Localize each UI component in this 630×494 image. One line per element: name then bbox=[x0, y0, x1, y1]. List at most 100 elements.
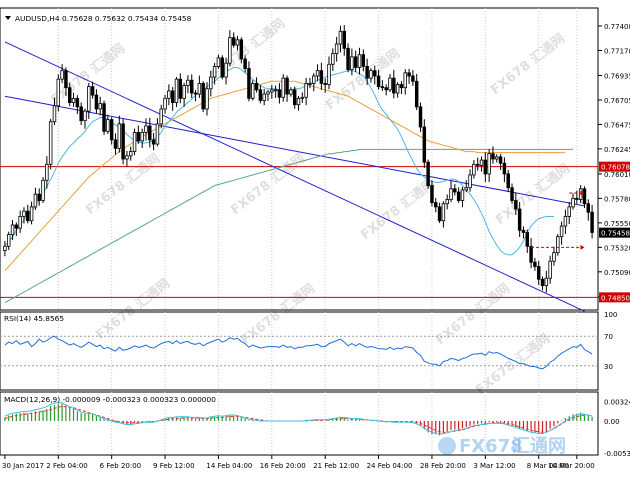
candle-body bbox=[430, 185, 434, 204]
downtrend-channel bbox=[4, 41, 585, 312]
candle-body bbox=[441, 203, 446, 222]
candle-body bbox=[346, 47, 350, 71]
candle-body bbox=[132, 131, 137, 152]
candle-body bbox=[29, 206, 34, 222]
collapse-triangle-icon[interactable] bbox=[5, 16, 11, 20]
candle-body bbox=[26, 210, 30, 222]
candle-body bbox=[353, 56, 358, 68]
candle-body bbox=[369, 70, 373, 79]
rsi-tick-label: 70 bbox=[604, 333, 613, 341]
candle-body bbox=[373, 70, 377, 77]
candle-body bbox=[270, 89, 274, 93]
candle-body bbox=[395, 84, 400, 94]
candle-body bbox=[201, 83, 205, 110]
candle-body bbox=[312, 75, 316, 84]
time-tick-label: 3 Mar 12:00 bbox=[473, 462, 515, 470]
candle-body bbox=[235, 39, 240, 46]
price-tick-label: 0.76935 bbox=[604, 72, 630, 80]
candle-body bbox=[308, 83, 312, 85]
candle-body bbox=[228, 37, 232, 64]
candle-body bbox=[453, 188, 457, 193]
level-price-tag-bg bbox=[599, 161, 630, 172]
candle-body bbox=[510, 187, 514, 201]
candle-body bbox=[33, 193, 38, 208]
candle-body bbox=[586, 203, 591, 213]
candle-body bbox=[87, 86, 91, 112]
arrow-head-icon bbox=[580, 244, 585, 250]
candle-body bbox=[136, 131, 141, 142]
candle-body bbox=[556, 236, 560, 254]
time-tick-label: 6 Feb 20:00 bbox=[100, 462, 141, 470]
rsi-tick-label: 30 bbox=[604, 363, 613, 371]
candle-body bbox=[56, 78, 61, 107]
rsi-title: RSI(14) 45.8565 bbox=[4, 314, 64, 323]
candle-body bbox=[517, 208, 522, 231]
channel-line-lower bbox=[4, 41, 585, 312]
candle-body bbox=[163, 97, 167, 110]
ma-mid-line bbox=[4, 80, 566, 272]
candle-body bbox=[331, 53, 335, 65]
candle-body bbox=[437, 206, 442, 222]
candle-body bbox=[64, 70, 68, 89]
candle-body bbox=[407, 72, 411, 77]
candle-body bbox=[289, 89, 293, 95]
candle-body bbox=[487, 153, 491, 175]
macd-axis: 0.00324 0.00 -0.00535 bbox=[604, 399, 630, 458]
symbol-label: AUDUSD,H4 bbox=[15, 14, 60, 23]
candles bbox=[3, 25, 594, 293]
candle-body bbox=[231, 37, 236, 46]
candle-body bbox=[460, 189, 465, 201]
candle-body bbox=[52, 105, 57, 123]
arrow-annotations bbox=[531, 190, 585, 250]
time-tick-label: 30 Jan 2017 bbox=[2, 462, 44, 470]
logo-brand: FX678 bbox=[459, 436, 523, 457]
candle-body bbox=[506, 173, 510, 189]
ohlc-text: 0.75628 0.75632 0.75434 0.75458 bbox=[62, 14, 192, 23]
candle-body bbox=[75, 97, 80, 108]
macd-main-line bbox=[4, 401, 593, 435]
channel-line-upper bbox=[4, 95, 585, 207]
candle-body bbox=[445, 199, 449, 205]
candle-body bbox=[18, 216, 22, 229]
candle-body bbox=[167, 90, 171, 99]
candle-body bbox=[472, 163, 476, 176]
candle-body bbox=[94, 94, 99, 110]
candle-body bbox=[224, 62, 228, 78]
candle-body bbox=[243, 58, 247, 69]
candle-body bbox=[155, 123, 160, 145]
level-price-tag-bg bbox=[599, 292, 630, 303]
rsi-line bbox=[4, 335, 593, 370]
rsi-tick-label: 100 bbox=[604, 311, 617, 319]
time-axis: 30 Jan 2017 2 Feb 04:00 6 Feb 20:00 9 Feb 1… bbox=[2, 455, 595, 470]
candle-body bbox=[456, 191, 461, 201]
candle-body bbox=[380, 86, 385, 89]
candle-body bbox=[567, 206, 571, 217]
candle-body bbox=[468, 174, 472, 189]
candle-body bbox=[342, 30, 346, 49]
candle-body bbox=[3, 245, 7, 251]
macd-signal-line bbox=[4, 406, 593, 433]
candle-body bbox=[67, 87, 72, 103]
current-price-tag-bg bbox=[599, 227, 630, 238]
candle-body bbox=[277, 89, 282, 98]
candle-body bbox=[300, 96, 305, 99]
candle-body bbox=[106, 119, 110, 132]
candle-body bbox=[254, 83, 259, 91]
candle-body bbox=[174, 78, 179, 103]
candle-body bbox=[178, 78, 183, 99]
candle-body bbox=[148, 125, 152, 141]
candle-body bbox=[285, 77, 289, 95]
arrow-head-icon bbox=[580, 190, 585, 196]
candle-body bbox=[45, 163, 49, 181]
candle-body bbox=[197, 83, 202, 95]
time-tick-label: 28 Feb 20:00 bbox=[420, 462, 466, 470]
candle-body bbox=[384, 87, 388, 91]
macd-tick-label: -0.00535 bbox=[604, 450, 630, 458]
candle-body bbox=[334, 43, 339, 55]
